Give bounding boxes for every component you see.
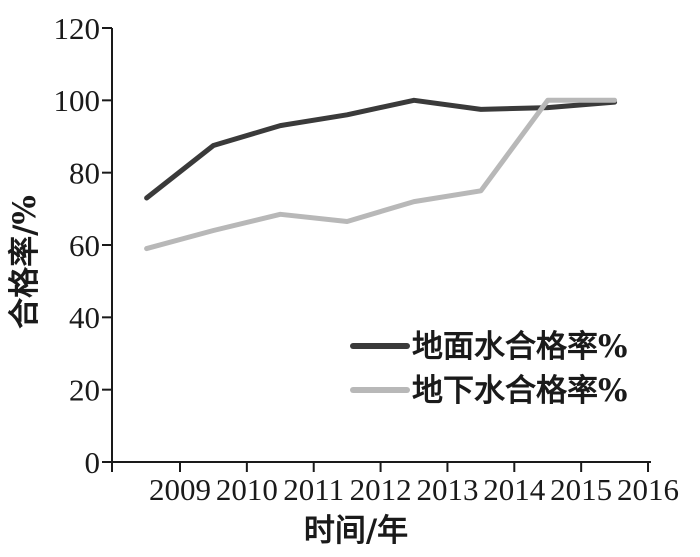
y-axis-title: 合格率/% [7, 195, 43, 329]
x-tick-label: 2009 [149, 472, 211, 507]
x-tick-label: 2016 [617, 472, 679, 507]
y-tick-label: 60 [69, 228, 100, 263]
x-tick-label: 2013 [416, 472, 478, 507]
legend-label-surface-water: 地面水合格率% [412, 329, 627, 365]
x-tick-label: 2011 [283, 472, 344, 507]
y-tick-label: 80 [69, 156, 100, 191]
x-tick-label: 2010 [216, 472, 278, 507]
y-tick-label: 120 [54, 11, 101, 46]
y-tick-label: 20 [69, 373, 100, 408]
groundwater-line [144, 97, 618, 252]
x-tick-label: 2014 [483, 472, 546, 507]
surface-water-line [144, 97, 618, 201]
x-tick-label: 2015 [550, 472, 612, 507]
legend-label-groundwater: 地下水合格率% [412, 373, 627, 409]
legend: 地面水合格率% 地下水合格率% [350, 329, 627, 409]
y-tick-label: 100 [54, 83, 101, 118]
x-axis-title: 时间/年 [304, 513, 408, 549]
y-tick-label: 0 [85, 445, 101, 480]
y-tick-label: 40 [69, 300, 100, 335]
x-tick-label: 2012 [350, 472, 412, 507]
